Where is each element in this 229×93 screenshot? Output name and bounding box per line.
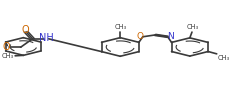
Text: NH: NH (39, 33, 54, 43)
Text: CH₃: CH₃ (217, 55, 229, 61)
Text: O: O (21, 25, 29, 35)
Text: N: N (166, 32, 173, 41)
Text: O: O (3, 42, 11, 52)
Text: CH₃: CH₃ (114, 24, 126, 30)
Text: CH₃: CH₃ (2, 53, 14, 59)
Text: O: O (136, 32, 143, 41)
Text: CH₃: CH₃ (185, 24, 198, 30)
